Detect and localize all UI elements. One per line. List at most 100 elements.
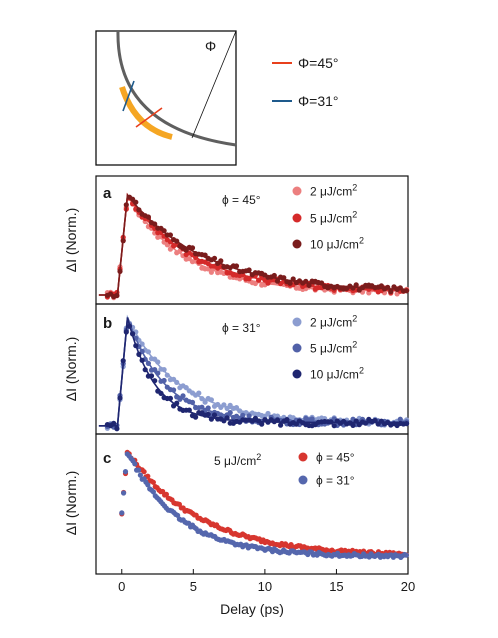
legend-label-b-2: 5 μJ/cm2: [310, 340, 357, 356]
data-point-b-3: [142, 367, 148, 373]
data-point-a-3: [290, 276, 296, 282]
x-tick-label: 15: [329, 579, 343, 594]
data-point-b-3: [186, 407, 192, 413]
data-point-c-2: [121, 490, 127, 496]
data-point-a-3: [388, 288, 394, 295]
data-point-b-3: [350, 422, 356, 428]
data-point-b-3: [259, 421, 265, 427]
panel-c-ticks: 0 5 10 15 20: [118, 569, 415, 594]
data-point-b-3: [205, 411, 211, 417]
data-point-a-3: [189, 245, 196, 251]
data-point-a-3: [319, 280, 325, 286]
panel-a-marks: [98, 192, 410, 301]
data-point-b-3: [328, 419, 334, 425]
legend-marker-b-2: [292, 343, 302, 353]
data-point-a-3: [404, 288, 410, 294]
legend-label-c-1: ϕ = 45°: [316, 451, 355, 465]
panel-b-annotation: ϕ = 31°: [222, 321, 261, 335]
data-point-b-1: [155, 359, 161, 365]
data-point-b-1: [233, 405, 240, 411]
data-point-a-3: [274, 278, 281, 284]
panel-b-marks: [98, 314, 410, 432]
data-point-b-3: [293, 421, 299, 427]
data-point-b-3: [126, 323, 133, 329]
data-point-a-3: [281, 275, 287, 281]
data-point-b-1: [164, 372, 170, 378]
data-point-a-3: [123, 202, 129, 208]
x-tick-label: 5: [190, 579, 197, 594]
inset-marker-31: [122, 80, 135, 112]
data-point-b-1: [208, 397, 214, 403]
panel-a-letter: a: [103, 185, 112, 202]
data-point-c-1: [141, 469, 147, 475]
data-point-a-3: [353, 282, 359, 288]
data-point-b-2: [397, 416, 403, 422]
data-point-b-1: [183, 385, 189, 391]
data-point-b-3: [117, 395, 123, 401]
data-point-b-3: [120, 358, 126, 364]
inset-legend: Φ=45° Φ=31°: [272, 55, 339, 109]
data-point-b-2: [177, 396, 183, 402]
data-point-b-3: [111, 420, 117, 426]
panel-b-legend: 2 μJ/cm2 5 μJ/cm2 10 μJ/cm2: [292, 314, 364, 382]
legend-marker-a-3: [292, 239, 302, 249]
legend-label-a-1: 2 μJ/cm2: [310, 183, 357, 199]
data-point-b-1: [265, 410, 271, 417]
data-point-b-3: [363, 420, 369, 426]
data-point-c-1: [145, 473, 151, 479]
data-point-b-2: [199, 404, 205, 410]
data-point-a-3: [145, 214, 151, 220]
data-point-a-3: [161, 228, 167, 234]
x-tick-label: 20: [401, 579, 415, 594]
legend-label-b-3: 10 μJ/cm2: [310, 366, 364, 382]
data-point-c-1: [163, 491, 169, 497]
data-point-a-3: [218, 258, 224, 264]
legend-label-a-3: 10 μJ/cm2: [310, 236, 364, 252]
panel-c-legend: ϕ = 45° ϕ = 31°: [298, 451, 355, 488]
data-point-a-3: [167, 232, 173, 238]
data-point-b-3: [158, 390, 164, 396]
data-point-b-3: [123, 329, 129, 335]
data-point-b-2: [205, 405, 211, 411]
data-point-b-3: [208, 416, 214, 422]
data-point-a-3: [152, 221, 158, 227]
data-point-a-3: [306, 282, 312, 288]
data-point-b-3: [278, 422, 284, 428]
inset-arc: [116, 30, 237, 147]
data-point-b-3: [152, 378, 158, 384]
data-point-b-3: [174, 400, 180, 406]
data-point-b-1: [221, 402, 227, 408]
legend-marker-a-2: [292, 213, 302, 223]
panel-a-ylabel: ΔI (Norm.): [63, 208, 79, 273]
data-point-a-2: [193, 254, 199, 260]
inset-legend-label-45: Φ=45°: [298, 55, 339, 71]
data-point-b-3: [353, 418, 359, 424]
data-point-c-1: [150, 479, 156, 485]
data-point-a-3: [350, 285, 356, 291]
data-point-b-1: [145, 349, 151, 355]
data-point-b-3: [136, 351, 142, 357]
data-point-c-2: [122, 469, 129, 475]
data-point-a-3: [246, 267, 252, 273]
data-point-c-2: [403, 552, 409, 558]
panel-a: a ϕ = 45° ΔI (Norm.) 2 μJ/cm2 5 μJ/cm2 10 …: [63, 175, 410, 305]
data-point-a-3: [114, 292, 120, 299]
panel-b-letter: b: [103, 315, 112, 332]
legend-marker-b-3: [292, 369, 302, 379]
panel-b: b ϕ = 31° ΔI (Norm.) 2 μJ/cm2 5 μJ/cm2 10 …: [63, 303, 410, 435]
legend-marker-c-2: [298, 475, 308, 485]
legend-label-a-2: 5 μJ/cm2: [310, 210, 357, 226]
data-point-c-2: [132, 461, 138, 467]
data-point-b-2: [227, 410, 233, 416]
panel-a-legend: 2 μJ/cm2 5 μJ/cm2 10 μJ/cm2: [292, 183, 364, 252]
data-point-a-2: [256, 277, 262, 283]
data-point-b-2: [152, 367, 158, 373]
data-point-a-3: [303, 278, 309, 284]
data-point-b-3: [372, 417, 378, 424]
data-point-c-2: [150, 489, 156, 495]
data-point-b-2: [145, 360, 151, 366]
data-point-b-2: [189, 399, 196, 405]
data-point-b-1: [237, 408, 243, 414]
inset-marker-45: [135, 107, 163, 128]
data-point-b-1: [174, 379, 180, 385]
